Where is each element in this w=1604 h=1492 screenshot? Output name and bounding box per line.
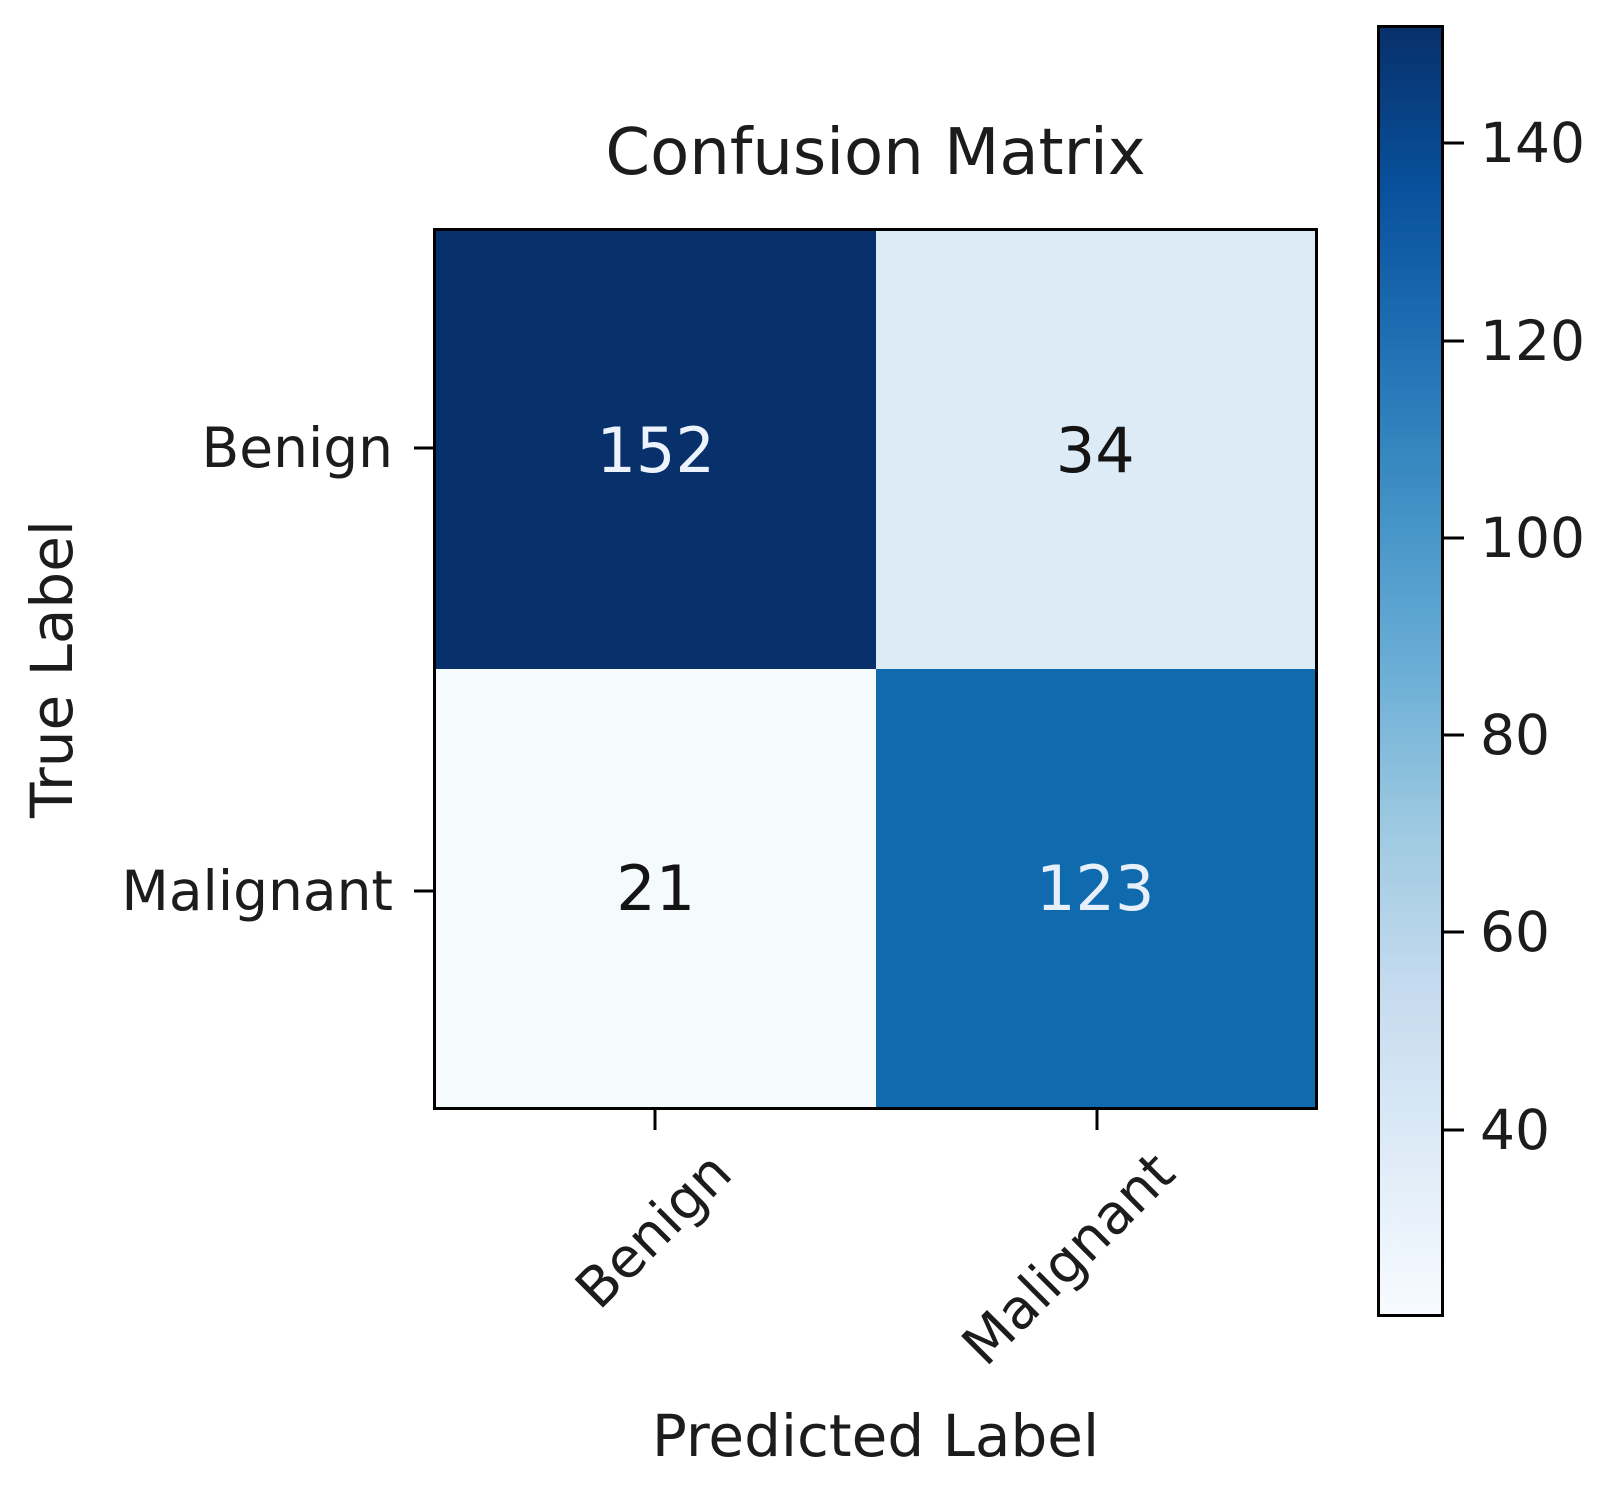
y-tick-label-benign: Benign bbox=[201, 416, 393, 480]
y-axis-title: True Label bbox=[18, 519, 86, 819]
colorbar-tick-mark bbox=[1444, 733, 1464, 737]
colorbar-tick-mark bbox=[1444, 536, 1464, 540]
colorbar-tick-label: 120 bbox=[1480, 308, 1585, 373]
x-tick-label-benign: Benign bbox=[562, 1140, 744, 1321]
colorbar-tick-label: 40 bbox=[1480, 1097, 1550, 1162]
y-tick-mark-benign bbox=[414, 446, 433, 450]
x-tick-label-malignant: Malignant bbox=[949, 1140, 1188, 1378]
colorbar-tick-mark bbox=[1444, 1128, 1464, 1132]
cell-value: 21 bbox=[616, 851, 696, 925]
colorbar-tick-mark bbox=[1444, 930, 1464, 934]
x-tick-mark-benign bbox=[653, 1110, 657, 1130]
colorbar-tick-mark bbox=[1444, 339, 1464, 343]
cell-value: 123 bbox=[1036, 851, 1155, 925]
y-tick-mark-malignant bbox=[414, 889, 433, 893]
colorbar-ticks: 140 120 100 80 60 40 bbox=[1377, 25, 1604, 1317]
colorbar-tick-mark bbox=[1444, 141, 1464, 145]
colorbar-tick-label: 60 bbox=[1480, 900, 1550, 965]
cell-true-benign-pred-malignant: 34 bbox=[875, 231, 1315, 669]
x-tick-mark-malignant bbox=[1095, 1110, 1099, 1130]
cell-true-benign-pred-benign: 152 bbox=[436, 231, 876, 669]
y-tick-label-malignant: Malignant bbox=[121, 859, 393, 923]
cell-value: 152 bbox=[596, 413, 715, 487]
cell-value: 34 bbox=[1055, 413, 1135, 487]
colorbar bbox=[1377, 25, 1444, 1317]
colorbar-tick-label: 100 bbox=[1480, 505, 1585, 570]
x-axis-title: Predicted Label bbox=[651, 1402, 1100, 1470]
cell-true-malignant-pred-malignant: 123 bbox=[875, 669, 1315, 1107]
cell-true-malignant-pred-benign: 21 bbox=[436, 669, 876, 1107]
heatmap-plot-area: 152 34 21 123 bbox=[433, 228, 1318, 1110]
colorbar-tick-label: 140 bbox=[1480, 111, 1585, 176]
colorbar-tick-label: 80 bbox=[1480, 703, 1550, 768]
chart-title: Confusion Matrix bbox=[605, 116, 1146, 190]
